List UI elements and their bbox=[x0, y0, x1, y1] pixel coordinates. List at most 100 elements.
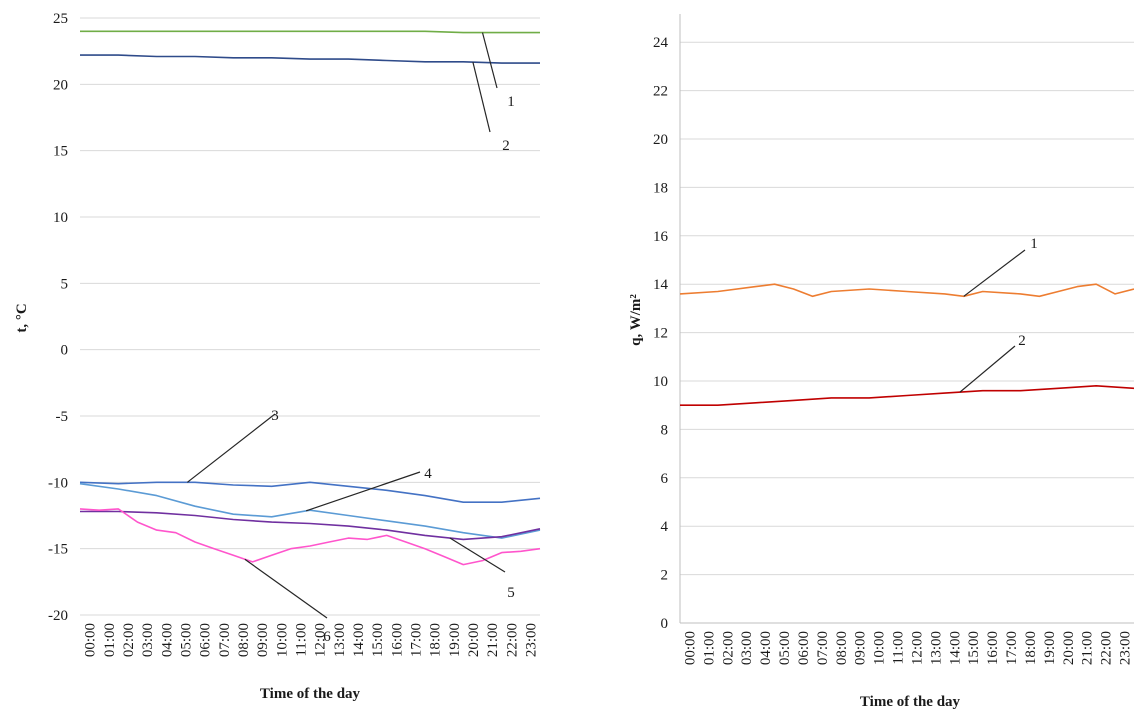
temperature-series bbox=[79, 30, 541, 566]
y-tick-label: 14 bbox=[653, 277, 669, 293]
x-tick-label: 20:00 bbox=[1061, 631, 1077, 665]
x-tick-label: 09:00 bbox=[853, 631, 869, 665]
series-line-2 bbox=[680, 384, 1134, 407]
heat-flux-x-axis-title: Time of the day bbox=[860, 694, 961, 710]
x-tick-label: 10:00 bbox=[274, 623, 290, 657]
callout-leader-1 bbox=[481, 32, 498, 89]
x-tick-label: 19:00 bbox=[447, 623, 463, 657]
x-tick-label: 22:00 bbox=[504, 623, 520, 657]
x-tick-label: 21:00 bbox=[485, 623, 501, 657]
x-tick-label: 06:00 bbox=[796, 631, 812, 665]
x-tick-label: 01:00 bbox=[102, 623, 118, 657]
callout-leader-4 bbox=[305, 471, 421, 512]
y-tick-label: 22 bbox=[653, 84, 668, 100]
y-tick-label: 0 bbox=[661, 616, 669, 632]
callout-leader-6 bbox=[244, 558, 328, 619]
x-tick-label: 13:00 bbox=[928, 631, 944, 665]
x-tick-label: 18:00 bbox=[428, 623, 444, 657]
callout-label-5: 5 bbox=[507, 585, 515, 601]
temperature-series-callouts: 1 2 3 4 5 6 bbox=[186, 32, 515, 645]
temperature-x-axis-title: Time of the day bbox=[260, 686, 361, 702]
y-tick-label: 2 bbox=[661, 568, 669, 584]
x-tick-label: 00:00 bbox=[682, 631, 698, 665]
x-tick-label: 20:00 bbox=[466, 623, 482, 657]
x-tick-label: 03:00 bbox=[739, 631, 755, 665]
x-tick-label: 02:00 bbox=[720, 631, 736, 665]
y-tick-label: 16 bbox=[653, 229, 669, 245]
y-tick-label: -20 bbox=[48, 608, 68, 624]
temperature-gridlines bbox=[80, 17, 540, 616]
x-tick-label: 16:00 bbox=[389, 623, 405, 657]
callout-leader-3 bbox=[186, 413, 276, 483]
x-tick-label: 03:00 bbox=[140, 623, 156, 657]
x-tick-label: 18:00 bbox=[1023, 631, 1039, 665]
x-tick-label: 12:00 bbox=[313, 623, 329, 657]
y-tick-label: 25 bbox=[53, 11, 68, 27]
x-tick-label: 12:00 bbox=[909, 631, 925, 665]
x-tick-label: 02:00 bbox=[121, 623, 137, 657]
x-tick-label: 07:00 bbox=[217, 623, 233, 657]
y-tick-label: 15 bbox=[53, 144, 68, 160]
callout-leader-1 bbox=[963, 249, 1026, 297]
y-tick-label: 18 bbox=[653, 180, 668, 196]
x-tick-label: 05:00 bbox=[777, 631, 793, 665]
series-line-5 bbox=[80, 510, 541, 541]
x-tick-label: 17:00 bbox=[408, 623, 424, 657]
x-tick-label: 14:00 bbox=[947, 631, 963, 665]
x-tick-label: 23:00 bbox=[523, 623, 539, 657]
x-tick-label: 16:00 bbox=[985, 631, 1001, 665]
x-tick-label: 10:00 bbox=[872, 631, 888, 665]
y-tick-label: 10 bbox=[53, 210, 68, 226]
y-tick-label: 20 bbox=[653, 132, 668, 148]
y-tick-label: -10 bbox=[48, 475, 68, 491]
x-tick-label: 11:00 bbox=[293, 623, 309, 657]
heat-flux-series-callouts: 12 bbox=[959, 236, 1038, 393]
series-line-2 bbox=[80, 54, 540, 64]
y-tick-label: 12 bbox=[653, 326, 668, 342]
x-tick-label: 00:00 bbox=[83, 623, 99, 657]
x-tick-label: 13:00 bbox=[332, 623, 348, 657]
callout-label-2: 2 bbox=[1018, 333, 1026, 349]
x-tick-label: 08:00 bbox=[236, 623, 252, 657]
x-tick-label: 21:00 bbox=[1080, 631, 1096, 665]
y-tick-label: 20 bbox=[53, 77, 68, 93]
temperature-x-ticks: 00:00 01:00 02:00 03:00 04:00 05:00 06:00 07:00… bbox=[83, 623, 540, 657]
heat-flux-y-axis-title: q, W/m² bbox=[628, 294, 644, 346]
x-tick-label: 04:00 bbox=[159, 623, 175, 657]
heat-flux-gridlines bbox=[679, 14, 1134, 624]
heat-flux-series bbox=[679, 283, 1134, 407]
x-tick-label: 05:00 bbox=[178, 623, 194, 657]
y-tick-label: 6 bbox=[661, 471, 669, 487]
callout-label-1: 1 bbox=[507, 94, 515, 110]
x-tick-label: 17:00 bbox=[1004, 631, 1020, 665]
x-tick-label: 06:00 bbox=[198, 623, 214, 657]
y-tick-label: 4 bbox=[661, 519, 669, 535]
callout-leader-2 bbox=[959, 345, 1016, 393]
callout-label-6: 6 bbox=[323, 629, 331, 645]
x-tick-label: 01:00 bbox=[701, 631, 717, 665]
x-tick-label: 11:00 bbox=[891, 631, 907, 665]
x-tick-label: 22:00 bbox=[1099, 631, 1115, 665]
callout-label-2: 2 bbox=[502, 138, 510, 154]
y-tick-label: 24 bbox=[653, 35, 669, 51]
callout-leader-5 bbox=[449, 537, 506, 573]
y-tick-label: -15 bbox=[48, 542, 68, 558]
temperature-y-ticks: 25 20 15 10 5 0 -5 -10 -15 -20 bbox=[48, 11, 68, 624]
x-tick-label: 07:00 bbox=[815, 631, 831, 665]
heat-flux-x-ticks: 00:00 01:00 02:00 03:00 04:00 05:00 06:00 07:00… bbox=[682, 631, 1133, 665]
y-tick-label: 5 bbox=[61, 276, 69, 292]
x-tick-label: 15:00 bbox=[370, 623, 386, 657]
series-line-6 bbox=[79, 508, 541, 566]
y-tick-label: 8 bbox=[661, 422, 669, 438]
y-tick-label: 0 bbox=[61, 343, 69, 359]
y-tick-label: 10 bbox=[653, 374, 668, 390]
series-line-4 bbox=[79, 482, 541, 539]
x-tick-label: 09:00 bbox=[255, 623, 271, 657]
x-tick-label: 14:00 bbox=[351, 623, 367, 657]
temperature-y-axis-title: t, °C bbox=[14, 303, 30, 332]
x-tick-label: 04:00 bbox=[758, 631, 774, 665]
callout-label-3: 3 bbox=[271, 408, 279, 424]
series-line-1 bbox=[80, 30, 540, 34]
